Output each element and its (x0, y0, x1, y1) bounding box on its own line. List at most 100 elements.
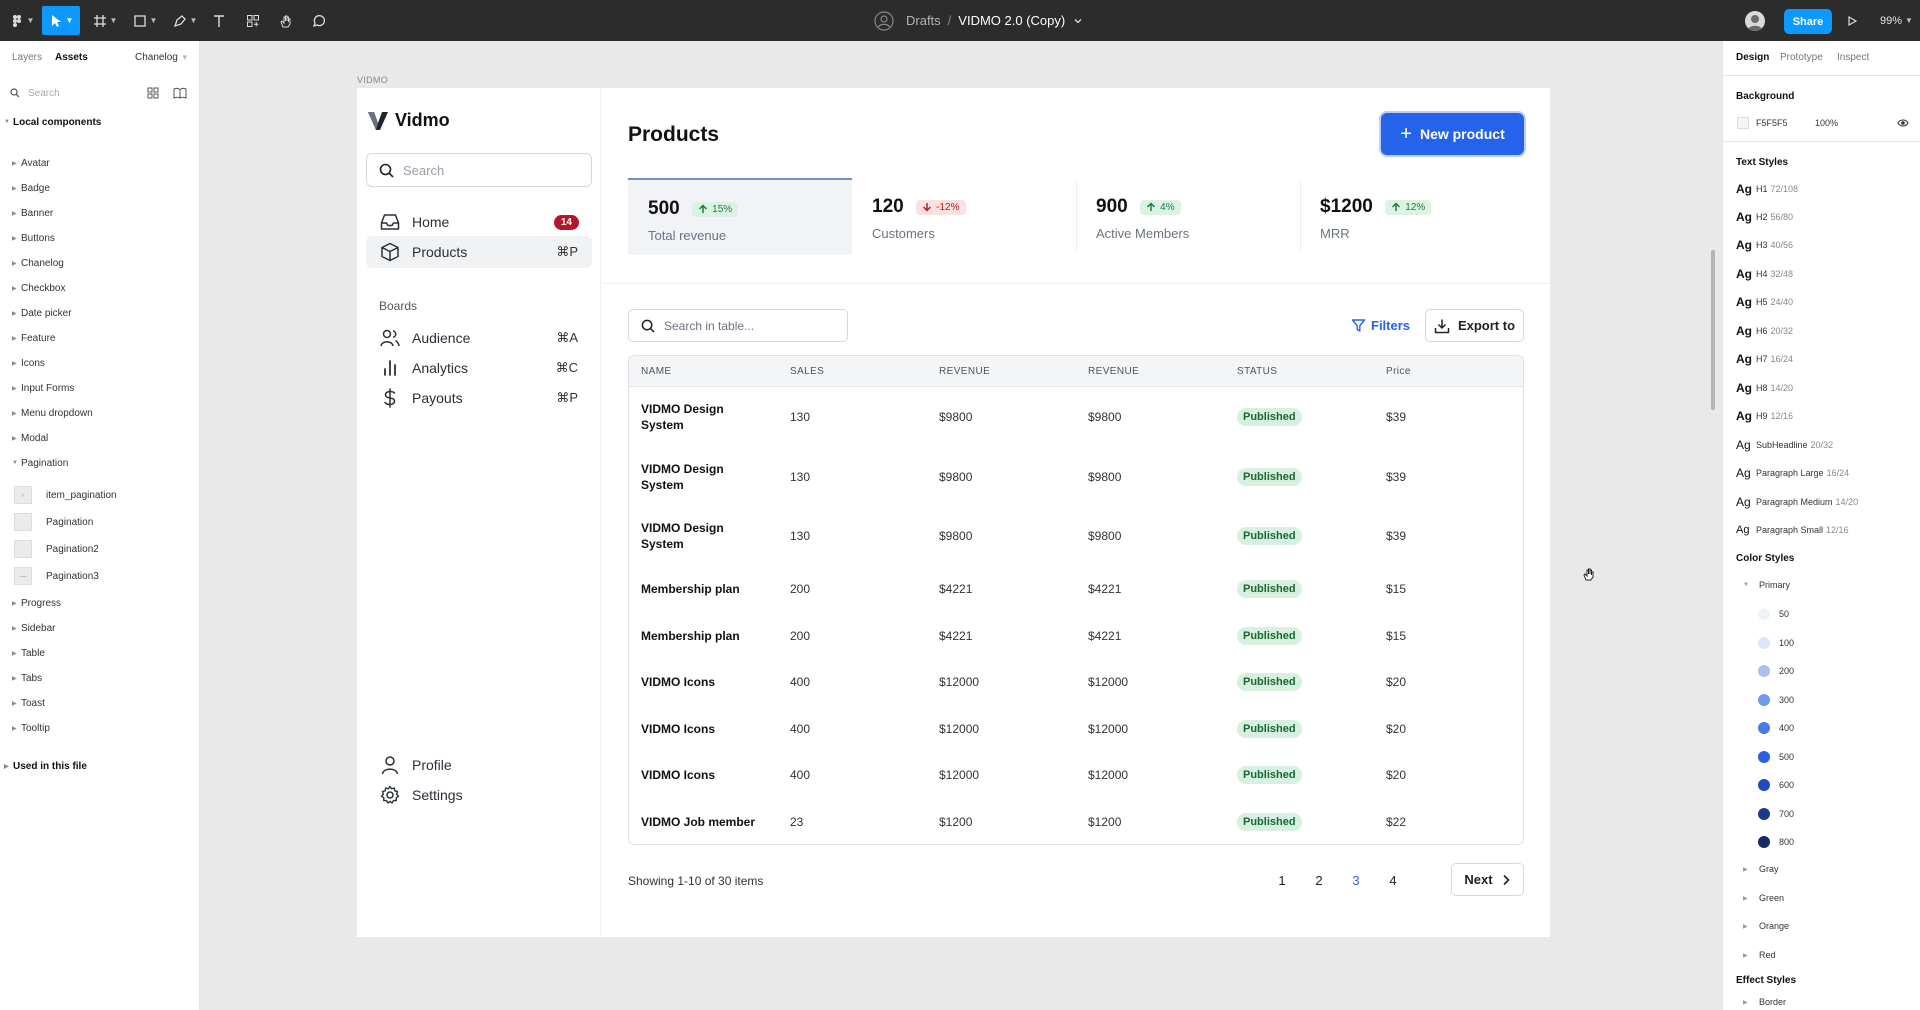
resources-tool-button[interactable] (242, 6, 264, 35)
component-item[interactable]: ▶ Table (0, 642, 199, 664)
text-style-item[interactable]: Ag H7 16/24 (1736, 349, 1793, 369)
stat-card-total-revenue[interactable]: 500 15% Total revenue (628, 178, 852, 255)
frame-tool-button[interactable]: ▼ (90, 6, 120, 35)
color-swatch[interactable] (1758, 836, 1770, 848)
page-button-2[interactable]: 2 (1315, 872, 1323, 888)
component-item[interactable]: ▶ Buttons (0, 227, 199, 249)
library-book-icon[interactable] (173, 87, 187, 99)
column-header-revenue[interactable]: REVENUE (1088, 366, 1140, 377)
move-tool-button[interactable]: ▼ (42, 6, 80, 35)
table-row[interactable]: VIDMO Icons 400 $12000 $12000 Published … (629, 659, 1523, 705)
table-row[interactable]: VIDMO Icons 400 $12000 $12000 Published … (629, 705, 1523, 752)
color-swatch[interactable] (1758, 751, 1770, 763)
page-button-1[interactable]: 1 (1278, 872, 1286, 888)
library-dropdown[interactable]: Chanelog ▼ (135, 52, 189, 63)
nav-item-products[interactable]: Products ⌘P (366, 236, 592, 268)
grid-view-icon[interactable] (147, 87, 159, 99)
text-style-item[interactable]: Ag H2 56/80 (1736, 207, 1793, 227)
component-item-expanded[interactable]: ▼ Pagination (0, 452, 199, 474)
page-button-4[interactable]: 4 (1389, 872, 1397, 888)
color-group-primary[interactable]: ▼ Primary (1743, 575, 1790, 595)
component-item[interactable]: ▶ Tooltip (0, 717, 199, 739)
color-swatch[interactable] (1758, 808, 1770, 820)
tab-prototype[interactable]: Prototype (1780, 52, 1823, 63)
text-style-item[interactable]: Ag H1 72/108 (1736, 179, 1798, 199)
table-row[interactable]: VIDMO Job member 23 $1200 $1200 Publishe… (629, 798, 1523, 844)
nav-item-settings[interactable]: Settings (366, 779, 592, 811)
zoom-menu[interactable]: 99% ▼ (1880, 14, 1913, 27)
text-style-item[interactable]: Ag SubHeadline 20/32 (1736, 435, 1833, 455)
text-style-item[interactable]: Ag Paragraph Large 16/24 (1736, 463, 1849, 483)
text-style-item[interactable]: Ag Paragraph Medium 14/20 (1736, 492, 1858, 512)
tab-layers[interactable]: Layers (12, 52, 43, 63)
new-product-button[interactable]: + New product (1381, 113, 1524, 155)
stat-card-mrr[interactable]: $1200 12% MRR (1300, 178, 1524, 255)
text-style-item[interactable]: Ag H5 24/40 (1736, 292, 1793, 312)
component-item[interactable]: ▶ Chanelog (0, 252, 199, 274)
component-item[interactable]: ▶ Modal (0, 427, 199, 449)
table-row[interactable]: VIDMO Design System 130 $9800 $9800 Publ… (629, 387, 1523, 447)
filters-button[interactable]: Filters (1351, 309, 1410, 342)
main-menu-button[interactable]: ▼ (8, 6, 36, 35)
vidmo-frame[interactable]: Vidmo Search Home 14 Products ⌘P Boards … (357, 88, 1550, 937)
component-item[interactable]: ▶ Progress (0, 592, 199, 614)
color-group-orange[interactable]: ▶ Orange (1743, 916, 1789, 936)
color-group-red[interactable]: ▶ Red (1743, 945, 1776, 965)
text-tool-button[interactable] (208, 6, 230, 35)
table-row[interactable]: Membership plan 200 $4221 $4221 Publishe… (629, 612, 1523, 659)
table-row[interactable]: VIDMO Icons 400 $12000 $12000 Published … (629, 752, 1523, 798)
shape-tool-button[interactable]: ▼ (130, 6, 160, 35)
nav-item-audience[interactable]: Audience ⌘A (366, 322, 592, 354)
chevron-down-icon[interactable] (1073, 16, 1083, 26)
sidebar-search-input[interactable]: Search (366, 153, 592, 187)
background-color-swatch[interactable] (1737, 117, 1749, 129)
component-item[interactable]: ▶ Feature (0, 327, 199, 349)
background-opacity[interactable]: 100% (1815, 118, 1839, 128)
color-group-gray[interactable]: ▶ Gray (1743, 859, 1779, 879)
pen-tool-button[interactable]: ▼ (170, 6, 200, 35)
component-item[interactable]: ▶ Toast (0, 692, 199, 714)
comment-tool-button[interactable] (308, 6, 330, 35)
color-group-green[interactable]: ▶ Green (1743, 888, 1784, 908)
component-item[interactable]: ▶ Badge (0, 177, 199, 199)
component-variant[interactable]: ‹ item_pagination (14, 484, 117, 506)
component-item[interactable]: ▶ Date picker (0, 302, 199, 324)
table-row[interactable]: Membership plan 200 $4221 $4221 Publishe… (629, 566, 1523, 612)
table-search-input[interactable]: Search in table... (628, 309, 848, 342)
column-header-price[interactable]: Price (1386, 366, 1411, 377)
color-swatch[interactable] (1758, 694, 1770, 706)
hand-tool-button[interactable] (275, 6, 297, 35)
stat-card-active-members[interactable]: 900 4% Active Members (1076, 178, 1300, 255)
component-variant[interactable]: Pagination2 (14, 538, 99, 560)
component-variant[interactable]: Pagination (14, 511, 93, 533)
component-item[interactable]: ▶ Menu dropdown (0, 402, 199, 424)
export-button[interactable]: Export to (1425, 309, 1524, 342)
nav-item-profile[interactable]: Profile (366, 749, 592, 781)
next-page-button[interactable]: Next (1451, 863, 1524, 896)
user-avatar[interactable] (1745, 11, 1765, 31)
color-swatch[interactable] (1758, 722, 1770, 734)
table-row[interactable]: VIDMO Design System 130 $9800 $9800 Publ… (629, 447, 1523, 506)
component-item[interactable]: ▶ Sidebar (0, 617, 199, 639)
component-variant[interactable]: — Pagination3 (14, 565, 99, 587)
text-style-item[interactable]: Ag H3 40/56 (1736, 235, 1793, 255)
tab-assets[interactable]: Assets (55, 52, 88, 63)
component-item[interactable]: ▶ Banner (0, 202, 199, 224)
color-swatch[interactable] (1758, 637, 1770, 649)
text-style-item[interactable]: Ag H4 32/48 (1736, 264, 1793, 284)
column-header-sales[interactable]: SALES (790, 366, 825, 377)
frame-label[interactable]: VIDMO (357, 75, 389, 85)
column-header-name[interactable]: NAME (641, 366, 672, 377)
component-item[interactable]: ▶ Icons (0, 352, 199, 374)
text-style-item[interactable]: Ag H8 14/20 (1736, 378, 1793, 398)
used-in-file-section[interactable]: ▶ Used in this file (0, 755, 199, 777)
text-style-item[interactable]: Ag H6 20/32 (1736, 321, 1793, 341)
tab-design[interactable]: Design (1736, 52, 1770, 63)
background-hex[interactable]: F5F5F5 (1756, 118, 1788, 128)
page-button-3[interactable]: 3 (1352, 872, 1360, 888)
column-header-status[interactable]: STATUS (1237, 366, 1278, 377)
component-item[interactable]: ▶ Input Forms (0, 377, 199, 399)
nav-item-home[interactable]: Home 14 (366, 206, 592, 238)
column-header-revenue[interactable]: REVENUE (939, 366, 991, 377)
color-swatch[interactable] (1758, 608, 1770, 620)
